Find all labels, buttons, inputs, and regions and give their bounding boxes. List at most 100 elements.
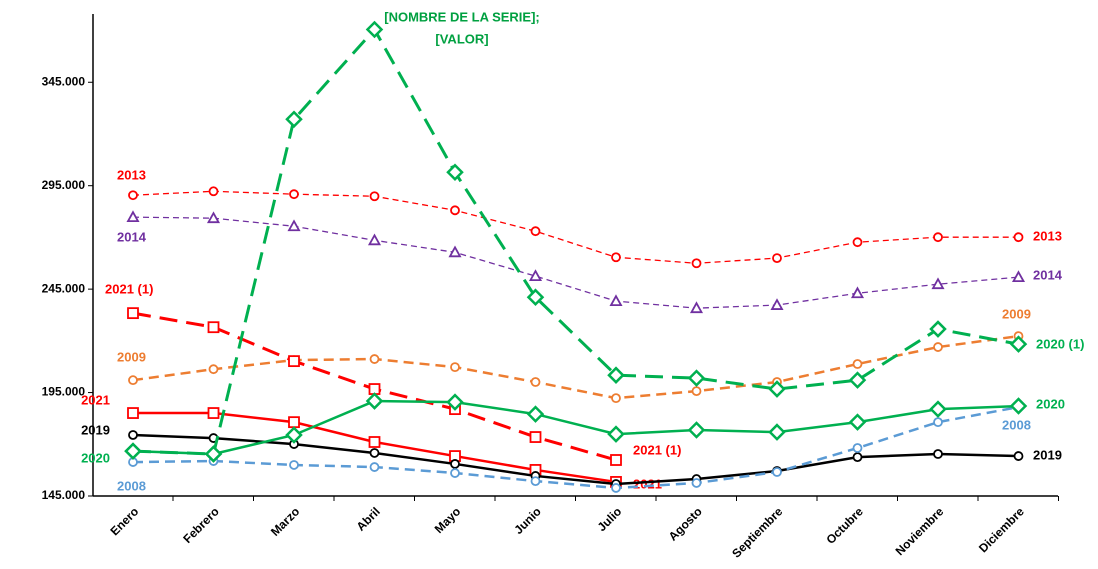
marker (365, 392, 384, 410)
marker (770, 298, 784, 310)
series-label: 2020 (1) (1036, 336, 1084, 351)
x-tick-label: Agosto (666, 504, 705, 543)
marker (530, 377, 541, 387)
marker (691, 258, 702, 269)
marker (850, 286, 865, 299)
series-label: 2008 (117, 478, 146, 493)
y-tick-label: 245.000 (42, 281, 86, 295)
series-label: 2021 (81, 392, 110, 407)
series-label: 2014 (1033, 267, 1063, 282)
series-label: 2008 (1002, 417, 1031, 432)
marker (530, 226, 541, 237)
marker (768, 380, 786, 398)
marker (450, 459, 460, 469)
marker (852, 452, 863, 463)
series-label: 2009 (1002, 306, 1031, 321)
marker (365, 20, 384, 39)
marker (529, 431, 542, 443)
marker (367, 233, 382, 246)
y-tick-label: 345.000 (42, 74, 86, 88)
marker (528, 269, 543, 281)
marker (687, 369, 706, 387)
marker (852, 443, 863, 453)
marker (610, 454, 622, 466)
series-line (132, 433, 1019, 486)
x-tick-label: Diciembre (976, 504, 1027, 555)
series-line (132, 334, 1019, 400)
series-label: 2009 (117, 349, 146, 364)
marker (207, 407, 220, 419)
marker (929, 320, 947, 338)
marker (369, 354, 380, 364)
marker (931, 277, 945, 290)
series-label: 2021 (1) (633, 442, 681, 457)
marker (607, 425, 625, 443)
marker (848, 413, 867, 431)
marker (772, 467, 782, 477)
series-label: 2019 (81, 422, 110, 437)
marker (128, 190, 138, 201)
marker (526, 405, 545, 423)
x-tick-label: Julio (595, 504, 625, 534)
marker (204, 445, 223, 463)
series-label: 2020 (81, 450, 110, 465)
series-line (132, 190, 1019, 264)
marker (208, 186, 219, 197)
marker (929, 400, 947, 418)
series-line (132, 405, 1019, 490)
marker (933, 342, 943, 352)
marker (206, 211, 221, 224)
marker (126, 210, 140, 223)
marker (1011, 270, 1026, 283)
marker (530, 476, 541, 487)
marker (852, 359, 863, 369)
y-tick-label: 195.000 (42, 385, 86, 399)
marker (208, 364, 219, 375)
x-tick-label: Mayo (432, 504, 464, 536)
marker (127, 407, 139, 419)
marker (369, 462, 380, 472)
x-tick-label: Abril (354, 504, 383, 533)
marker (611, 483, 621, 493)
marker (689, 301, 704, 314)
marker (691, 386, 702, 397)
marker (852, 237, 863, 248)
series-line (132, 26, 1019, 456)
marker (768, 423, 786, 441)
marker (933, 417, 943, 428)
marker (687, 421, 706, 439)
series-label: 2021 (1) (105, 281, 153, 296)
marker (369, 448, 380, 458)
marker (128, 375, 138, 386)
marker (933, 232, 943, 243)
marker (128, 430, 138, 440)
series-line (132, 216, 1019, 309)
marker (848, 371, 867, 389)
x-tick-label: Junio (511, 504, 544, 537)
marker (207, 321, 220, 334)
series-label: 2014 (117, 229, 147, 244)
marker (127, 307, 139, 320)
marker (450, 362, 460, 373)
series-line (132, 399, 1019, 456)
series-label: 2019 (1033, 447, 1062, 462)
marker (526, 288, 545, 306)
marker (124, 442, 142, 460)
marker (607, 366, 625, 384)
marker (448, 245, 462, 258)
marker (611, 393, 621, 404)
marker (368, 436, 381, 448)
marker (288, 355, 300, 368)
marker (289, 460, 299, 470)
marker (287, 219, 301, 232)
marker (1013, 451, 1024, 461)
y-tick-label: 295.000 (42, 178, 86, 192)
marker (609, 294, 623, 307)
annotation: [NOMBRE DE LA SERIE]; (384, 9, 540, 24)
series-label: 2020 (1036, 396, 1065, 411)
x-tick-label: Septiembre (729, 504, 785, 560)
series-label: 2013 (117, 167, 146, 182)
marker (288, 416, 300, 429)
x-tick-label: Febrero (180, 504, 221, 545)
marker (289, 189, 299, 200)
